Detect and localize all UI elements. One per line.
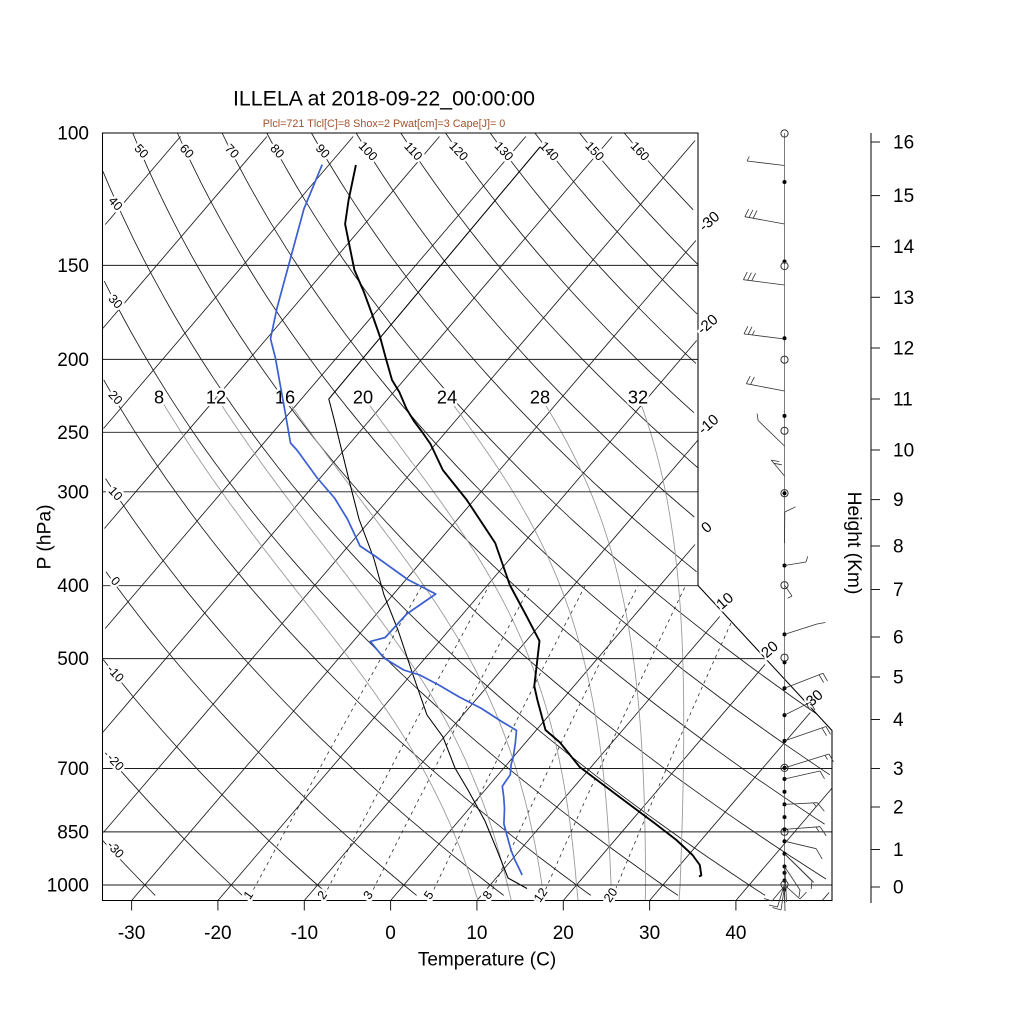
svg-text:13: 13 <box>893 288 914 309</box>
svg-text:500: 500 <box>57 649 89 670</box>
svg-text:11: 11 <box>893 390 913 411</box>
svg-text:9: 9 <box>893 490 904 511</box>
svg-text:2: 2 <box>893 798 904 819</box>
svg-text:0: 0 <box>893 878 904 899</box>
svg-text:200: 200 <box>57 350 89 371</box>
svg-text:Temperature (C): Temperature (C) <box>418 950 556 971</box>
svg-text:10: 10 <box>466 923 487 944</box>
svg-text:7: 7 <box>893 580 904 601</box>
svg-text:32: 32 <box>628 388 648 408</box>
svg-text:3: 3 <box>893 759 904 780</box>
svg-text:-20: -20 <box>204 923 231 944</box>
svg-text:16: 16 <box>893 133 914 154</box>
svg-text:1: 1 <box>893 840 904 861</box>
svg-text:20: 20 <box>353 388 373 408</box>
svg-text:8: 8 <box>893 537 904 558</box>
svg-text:300: 300 <box>57 482 89 503</box>
svg-text:P (hPa): P (hPa) <box>35 504 56 569</box>
svg-text:24: 24 <box>437 388 457 408</box>
svg-text:6: 6 <box>893 628 904 649</box>
svg-text:400: 400 <box>57 576 89 597</box>
svg-text:12: 12 <box>206 388 226 408</box>
svg-text:1000: 1000 <box>47 876 89 897</box>
svg-text:20: 20 <box>553 923 574 944</box>
svg-text:-10: -10 <box>291 923 318 944</box>
svg-text:4: 4 <box>893 710 904 731</box>
svg-text:-30: -30 <box>118 923 145 944</box>
svg-text:700: 700 <box>57 759 89 780</box>
svg-text:Height (Km): Height (Km) <box>843 492 864 595</box>
svg-text:40: 40 <box>725 923 746 944</box>
svg-text:30: 30 <box>639 923 660 944</box>
svg-text:Plcl=721 Tlcl[C]=8 Shox=2 Pwat: Plcl=721 Tlcl[C]=8 Shox=2 Pwat[cm]=3 Cap… <box>263 118 506 130</box>
svg-text:16: 16 <box>275 388 295 408</box>
svg-text:15: 15 <box>893 186 914 207</box>
svg-text:5: 5 <box>893 668 904 689</box>
svg-text:250: 250 <box>57 423 89 444</box>
svg-text:150: 150 <box>57 256 89 277</box>
svg-text:850: 850 <box>57 822 89 843</box>
svg-text:8: 8 <box>154 388 164 408</box>
svg-text:12: 12 <box>893 339 914 360</box>
svg-text:14: 14 <box>893 237 915 258</box>
svg-text:ILLELA at 2018-09-22_00:00:00: ILLELA at 2018-09-22_00:00:00 <box>233 87 535 111</box>
svg-text:10: 10 <box>893 441 914 462</box>
svg-text:0: 0 <box>385 923 396 944</box>
svg-text:28: 28 <box>530 388 550 408</box>
svg-text:100: 100 <box>57 124 89 145</box>
